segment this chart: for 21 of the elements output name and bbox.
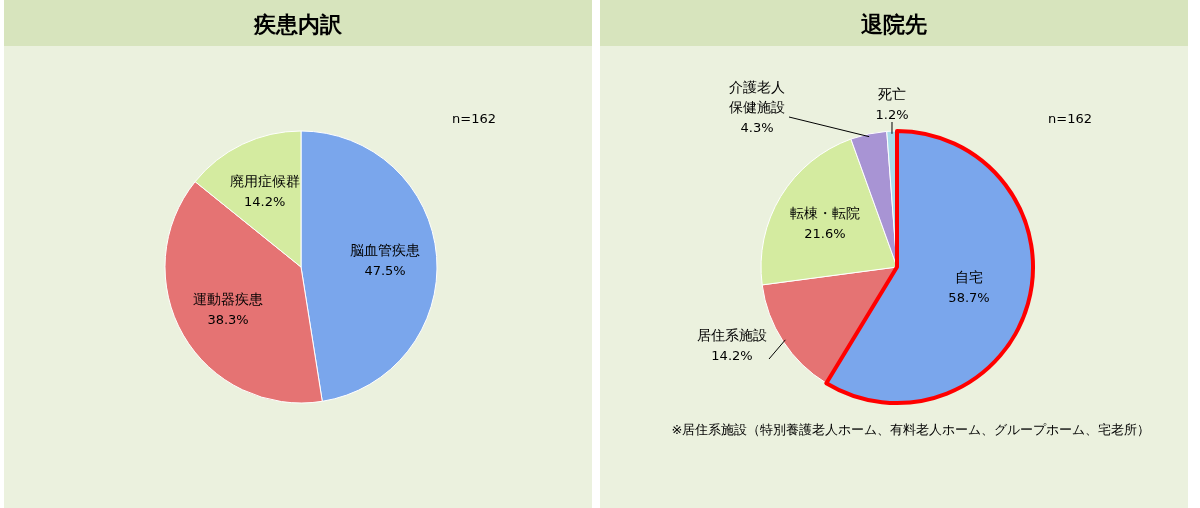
- slice-label: 転棟・転院: [789, 205, 860, 222]
- text: ※居住系施設（特別養護老人ホーム、有料老人ホーム、グループホーム、宅老所）: [671, 422, 1151, 437]
- chart-title: 退院先: [861, 12, 927, 37]
- data-label: 14.2%: [243, 193, 286, 209]
- slice-label: 廃用症候群: [229, 172, 300, 189]
- slice-label: 脳血管疾患: [350, 242, 421, 259]
- data-label: 47.5%: [364, 263, 406, 279]
- data-label: 1.2%: [875, 107, 909, 122]
- slice-label: 死亡: [878, 86, 906, 102]
- text: n=162: [452, 111, 496, 126]
- slice-label: 介護老人保健施設: [729, 79, 785, 115]
- data-label: 58.7%: [948, 290, 990, 306]
- slice-label: 居住系施設: [697, 327, 767, 343]
- chart-title: 疾患内訳: [253, 12, 343, 37]
- data-label: 14.2%: [711, 348, 753, 363]
- data-label: 4.3%: [740, 120, 774, 135]
- slice-label: 自宅: [955, 269, 984, 286]
- text: n=162: [1048, 111, 1092, 126]
- data-label: 38.3%: [207, 312, 249, 328]
- slice-label: 運動器疾患: [193, 291, 264, 308]
- data-label: 21.6%: [804, 226, 846, 242]
